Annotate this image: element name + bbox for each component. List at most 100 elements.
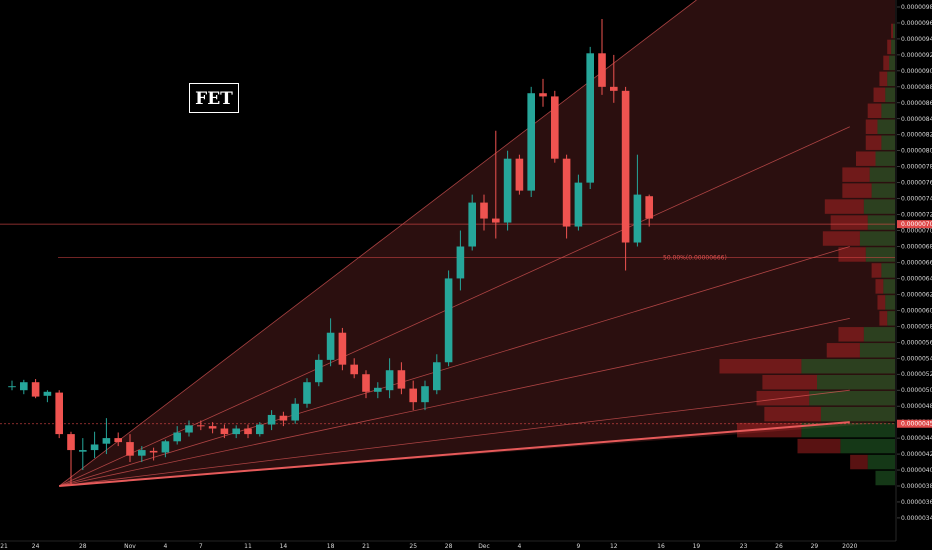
candle-body[interactable] [126,442,134,456]
volume-profile-sell-bar [873,87,886,103]
candle-body[interactable] [43,391,52,396]
candle-body[interactable] [362,374,370,392]
price-tag-label: 0.00000458 [901,421,932,428]
volume-profile-buy-bar [881,135,895,150]
volume-profile-buy-bar [875,470,895,486]
candle-body[interactable] [468,202,476,247]
volume-profile-sell-bar [887,39,892,55]
volume-profile-sell-bar [879,71,888,87]
volume-profile-sell-bar [865,119,878,134]
volume-profile-sell-bar [850,454,868,470]
candle-body[interactable] [397,370,406,389]
x-axis-tick-label: 21 [362,543,370,550]
candle-body[interactable] [562,158,571,227]
candle-body[interactable] [149,450,158,453]
candle-body[interactable] [539,93,547,97]
candle-body[interactable] [185,425,193,433]
candle-body[interactable] [338,332,347,365]
candle-body[interactable] [197,425,205,427]
volume-profile-buy-bar [869,167,895,182]
x-axis-tick-label: 11 [244,543,252,550]
candle-body[interactable] [20,382,28,391]
candle-body[interactable] [114,438,122,443]
volume-profile-buy-bar [893,23,895,39]
candle-body[interactable] [374,387,382,392]
fib-level-label: 50.00%(0.00000666) [663,255,727,262]
volume-profile-sell-bar [842,183,872,198]
volume-profile-buy-bar [887,71,895,87]
candle-body[interactable] [610,86,618,91]
candle-body[interactable] [67,434,75,451]
candle-body[interactable] [586,53,594,183]
candle-body[interactable] [503,158,512,223]
candle-body[interactable] [527,93,535,191]
candle-body[interactable] [409,388,417,403]
candle-body[interactable] [421,386,429,403]
candle-body[interactable] [456,246,465,279]
candle-body[interactable] [480,202,488,219]
volume-profile-sell-bar [822,231,860,246]
candle-body[interactable] [574,182,583,227]
volume-profile-buy-bar [881,263,895,278]
volume-profile-sell-bar [838,327,864,342]
candle-body[interactable] [315,359,323,383]
candle-body[interactable] [232,428,240,435]
candle-body[interactable] [55,392,63,435]
candle-body[interactable] [90,444,99,451]
x-axis-tick-label: 25 [409,543,417,550]
candle-body[interactable] [385,370,394,391]
candle-body[interactable] [267,414,276,425]
candle-body[interactable] [433,362,441,391]
candle-body[interactable] [79,450,87,452]
candle-body[interactable] [551,96,559,159]
candle-body[interactable] [102,438,111,444]
x-axis-tick-label: 12 [610,543,618,550]
volume-profile-buy-bar [885,87,895,103]
candle-body[interactable] [645,196,653,219]
volume-profile-sell-bar [865,135,882,150]
candle-body[interactable] [326,332,335,360]
candle-body[interactable] [8,386,16,388]
candle-body[interactable] [220,428,229,435]
volume-profile-buy-bar [817,374,895,390]
volume-profile-sell-bar [826,343,860,358]
candle-body[interactable] [161,441,170,453]
volume-profile-sell-bar [879,311,888,326]
volume-profile-buy-bar [883,279,895,294]
volume-profile-buy-bar [840,438,895,454]
x-axis-tick-label: 9 [576,543,580,550]
candle-body[interactable] [444,278,453,363]
candle-body[interactable] [279,415,288,421]
x-axis-tick-label: 19 [693,543,701,550]
candle-body[interactable] [303,382,311,404]
volume-profile-buy-bar [859,231,895,246]
candle-body[interactable] [291,403,299,421]
candle-body[interactable] [244,428,252,435]
x-axis-tick-label: 4 [517,543,521,550]
candle-body[interactable] [31,382,40,397]
candle-body[interactable] [138,450,146,456]
candle-body[interactable] [208,426,217,429]
x-axis-tick-label: 24 [32,543,40,550]
candle-body[interactable] [492,218,500,223]
candle-body[interactable] [256,424,264,435]
candle-body[interactable] [598,53,606,87]
candle-body[interactable] [621,90,630,243]
candle-body[interactable] [173,432,181,442]
candle-body[interactable] [633,194,642,243]
candle-body[interactable] [515,158,524,191]
volume-profile-sell-bar [856,151,876,166]
candle-body[interactable] [350,364,358,375]
